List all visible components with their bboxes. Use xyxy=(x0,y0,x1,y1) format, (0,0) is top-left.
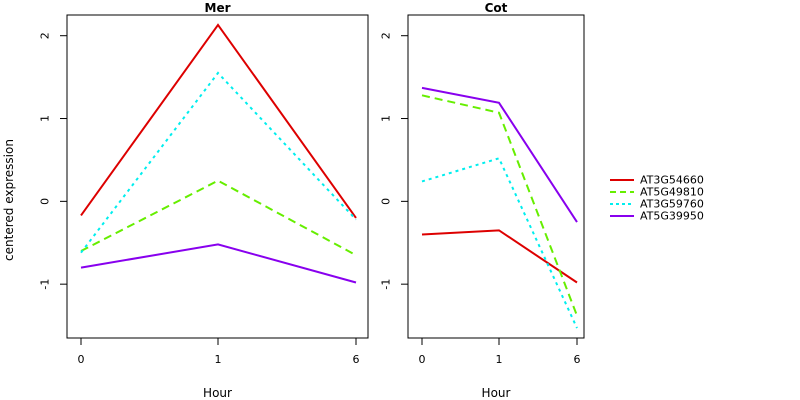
panel-title: Cot xyxy=(485,1,508,15)
y-axis: -1 0 1 2 xyxy=(39,32,68,290)
series-line-at3g59760 xyxy=(421,157,578,329)
chart-panel-mer: Mer -1 0 1 2 0 1 6 Hour centered expression xyxy=(2,1,369,400)
x-tick-label: 0 xyxy=(78,353,85,366)
x-axis: 0 1 6 xyxy=(419,337,581,366)
x-tick-label: 6 xyxy=(353,353,360,366)
y-tick-label: 1 xyxy=(39,115,52,122)
x-tick-label: 0 xyxy=(419,353,426,366)
x-axis-title: Hour xyxy=(482,386,511,400)
series-line-at5g39950 xyxy=(80,243,357,284)
legend-label: AT5G39950 xyxy=(640,210,704,223)
chart-panel-cot: Cot -1 0 1 2 0 1 6 Hour xyxy=(380,1,585,400)
y-tick-label: 0 xyxy=(39,198,52,205)
y-tick-label: -1 xyxy=(380,279,393,290)
series-line-at3g54660 xyxy=(421,229,578,284)
series-line-at5g39950 xyxy=(421,86,578,223)
x-tick-label: 1 xyxy=(215,353,222,366)
y-tick-label: 1 xyxy=(380,115,393,122)
y-tick-label: -1 xyxy=(39,279,52,290)
y-tick-label: 2 xyxy=(380,32,393,39)
plot-frame xyxy=(66,14,369,339)
x-axis-title: Hour xyxy=(203,386,232,400)
x-tick-label: 1 xyxy=(496,353,503,366)
x-axis: 0 1 6 xyxy=(78,337,360,366)
y-tick-label: 0 xyxy=(380,198,393,205)
plot-frame xyxy=(407,14,585,339)
legend-label: AT3G54660 xyxy=(640,174,704,187)
x-tick-label: 6 xyxy=(574,353,581,366)
legend-label: AT5G49810 xyxy=(640,186,704,199)
y-axis-title: centered expression xyxy=(2,139,16,261)
series-line-at5g49810 xyxy=(421,94,578,316)
series-line-at3g54660 xyxy=(80,23,357,219)
series-line-at3g59760 xyxy=(80,71,357,254)
panel-title: Mer xyxy=(205,1,231,15)
y-tick-label: 2 xyxy=(39,32,52,39)
legend-label: AT3G59760 xyxy=(640,198,704,211)
y-axis: -1 0 1 2 xyxy=(380,32,409,290)
